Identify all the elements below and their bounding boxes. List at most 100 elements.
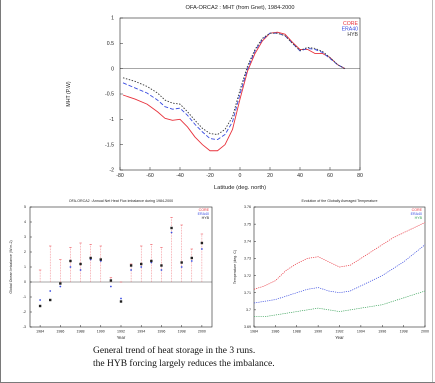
caption-line-2: the HYB forcing largely reduces the imba…: [93, 359, 275, 369]
y-tick-label: 3.76: [244, 205, 251, 209]
y-axis-label: Global Ocean Imbalance (W.m-2): [9, 240, 13, 293]
series-era40-point: [180, 266, 183, 268]
series-era40-point: [49, 290, 52, 292]
y-tick-label: 3.74: [244, 239, 251, 243]
x-tick-label: 1984: [36, 330, 44, 334]
series-hyb-point: [170, 226, 173, 230]
series-hyb-point: [140, 262, 143, 266]
y-tick-label: -1: [109, 117, 114, 123]
series-hyb-point: [119, 300, 123, 303]
figure-frame-right: [432, 0, 433, 383]
y-tick-label: 0: [24, 280, 26, 284]
y-tick-label: -0.5: [105, 92, 114, 98]
series-era40-point: [190, 260, 193, 262]
legend-label-era40: ERA40: [342, 27, 359, 33]
series-hyb-point: [59, 282, 62, 285]
y-tick-label: 2: [24, 250, 26, 254]
series-hyb-point: [200, 241, 204, 245]
x-tick-label: 2000: [421, 330, 429, 334]
x-tick-label: -80: [116, 173, 124, 179]
y-tick-label: -2: [23, 310, 26, 314]
series-hyb-point: [150, 259, 153, 263]
series-hyb-point: [160, 264, 163, 267]
series-hyb-point: [69, 259, 72, 263]
legend-label-era40: ERA40: [411, 212, 422, 216]
y-tick-label: -2: [109, 168, 114, 174]
series-hyb-point: [99, 258, 102, 261]
y-tick-label: 3.71: [244, 291, 251, 295]
legend-label-hyb: HYB: [347, 32, 358, 38]
x-tick-label: -40: [176, 173, 184, 179]
chart-title: OFA-ORCA2 : Annual Net Heat Flux imbalan…: [69, 199, 173, 203]
series-hyb-point: [89, 256, 92, 260]
series-hyb-point: [49, 298, 52, 302]
y-tick-label: -3: [23, 325, 26, 329]
y-tick-label: 3.75: [244, 222, 251, 226]
y-tick-label: 1: [111, 16, 114, 22]
x-tick-label: 1996: [157, 330, 165, 334]
x-tick-label: 1990: [97, 330, 105, 334]
x-tick-label: 80: [357, 173, 363, 179]
legend-label-core: CORE: [199, 208, 210, 212]
series-core-line: [122, 31, 346, 152]
x-tick-label: 1992: [336, 330, 344, 334]
x-tick-label: 1996: [378, 330, 386, 334]
y-tick-label: 1: [24, 265, 26, 269]
series-era40-point: [130, 269, 133, 271]
legend-label-hyb: HYB: [415, 216, 423, 220]
series-hyb-line: [122, 32, 346, 135]
legend-label-era40: ERA40: [198, 212, 209, 216]
x-tick-label: -20: [206, 173, 214, 179]
mht-chart: OFA-ORCA2 : MHT (from Gnet), 1984-2000 La…: [66, 5, 363, 191]
x-tick-label: 1998: [178, 330, 186, 334]
x-tick-label: -60: [146, 173, 154, 179]
series-hyb-line: [254, 290, 426, 318]
x-tick-label: 1994: [137, 330, 145, 334]
series-era40-point: [69, 266, 72, 268]
series-hyb-point: [190, 256, 193, 260]
y-tick-label: 3.72: [244, 274, 251, 278]
x-tick-label: 1986: [271, 330, 279, 334]
series-era40-point: [170, 231, 173, 234]
series-era40-point: [39, 299, 42, 301]
legend-label-hyb: HYB: [202, 216, 210, 220]
y-tick-label: 4: [24, 220, 26, 224]
series-hyb-point: [38, 304, 42, 308]
caption-line-1: General trend of heat storage in the 3 r…: [93, 346, 256, 356]
series-era40-point: [120, 297, 122, 300]
x-axis-label: Year: [335, 335, 344, 340]
y-tick-label: 0: [111, 66, 114, 72]
series-era40-line: [122, 32, 346, 141]
series-hyb-point: [129, 264, 133, 267]
x-tick-label: 60: [327, 173, 333, 179]
series-era40-point: [79, 269, 82, 271]
series-era40-line: [253, 244, 426, 304]
series-hyb-point: [180, 261, 183, 264]
series-hyb-point: [109, 279, 113, 282]
y-tick-label: -1: [23, 295, 26, 299]
y-tick-label: 3.69: [244, 325, 251, 329]
y-tick-label: 3.73: [244, 257, 251, 261]
y-axis-label: MHT (P.W): [66, 81, 72, 106]
series-era40-point: [59, 285, 62, 288]
x-tick-label: 1990: [314, 330, 322, 334]
figure-frame-left: [0, 0, 1, 383]
x-tick-label: 1988: [293, 330, 301, 334]
y-tick-label: 0.5: [107, 41, 114, 47]
x-tick-label: 1998: [400, 330, 408, 334]
series-era40-point: [109, 285, 112, 288]
x-tick-label: 1986: [56, 330, 64, 334]
series-core-line: [253, 222, 426, 290]
chart-title: OFA-ORCA2 : MHT (from Gnet), 1984-2000: [185, 5, 294, 11]
x-tick-label: 20: [267, 173, 273, 179]
y-tick-label: 5: [24, 205, 26, 209]
x-tick-label: 40: [297, 173, 303, 179]
x-tick-label: 1988: [77, 330, 85, 334]
x-axis-label: Year: [117, 335, 126, 340]
series-era40-point: [160, 269, 163, 271]
x-tick-label: 1984: [250, 330, 258, 334]
x-tick-label: 1994: [357, 330, 365, 334]
legend-label-core: CORE: [412, 208, 423, 212]
